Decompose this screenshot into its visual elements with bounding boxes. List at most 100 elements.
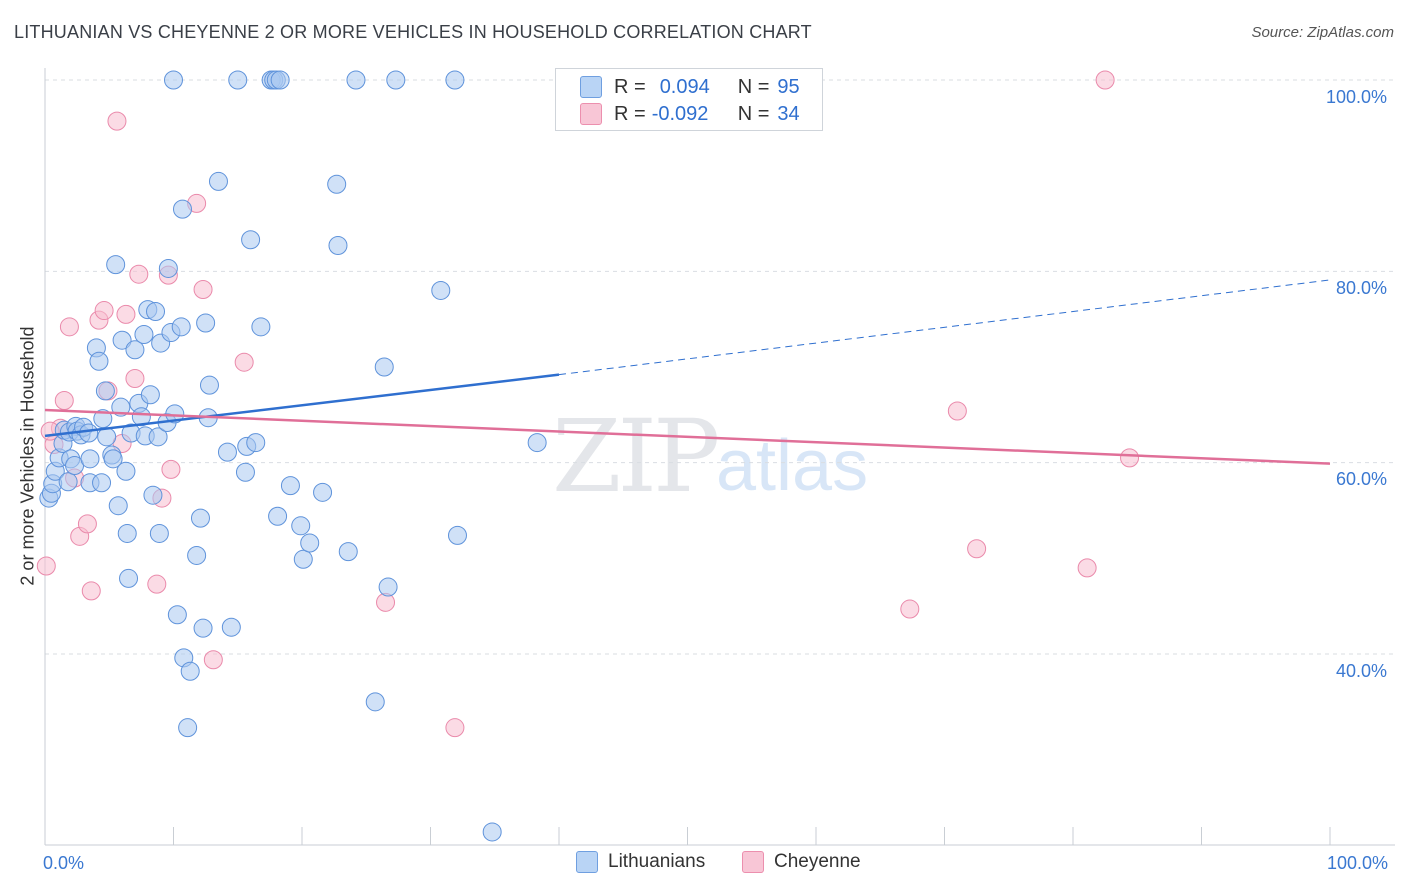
point-lithuanians [482,822,502,842]
point-lithuanians [58,472,78,492]
point-lithuanians [108,496,128,516]
point-cheyenne [900,599,920,619]
point-lithuanians [241,230,261,250]
point-cheyenne [203,650,223,670]
point-cheyenne [445,718,465,738]
point-lithuanians [167,605,187,625]
point-lithuanians [246,433,266,453]
point-lithuanians [178,718,198,738]
legend-r-label: R = [614,75,646,98]
point-lithuanians [111,397,131,417]
point-lithuanians [117,523,137,543]
point-cheyenne [125,368,145,388]
point-lithuanians [293,549,313,569]
point-lithuanians [80,449,100,469]
point-lithuanians [187,545,207,565]
point-lithuanians [171,317,191,337]
point-lithuanians [291,516,311,536]
y-tick-label-60: 60.0% [1336,469,1388,489]
legend-label-lithuanians: Lithuanians [608,851,706,872]
point-lithuanians [143,485,163,505]
point-lithuanians [112,330,132,350]
point-cheyenne [59,317,79,337]
trendline-cheyenne [44,408,1331,465]
point-cheyenne [54,390,74,410]
chart-title: LITHUANIAN VS CHEYENNE 2 OR MORE VEHICLE… [14,22,812,42]
point-lithuanians [196,313,216,333]
point-lithuanians [346,70,366,90]
point-cheyenne [947,401,967,421]
point-lithuanians [447,525,467,545]
point-lithuanians [327,174,347,194]
x-tick-label-max: 100.0% [1327,853,1389,873]
y-tick-label-100: 100.0% [1326,87,1388,107]
point-lithuanians [374,357,394,377]
point-lithuanians [134,324,154,344]
point-cheyenne [1120,448,1140,468]
point-lithuanians [208,171,228,191]
point-lithuanians [146,302,166,322]
legend-row-cheyenne: R = -0.092 N = 34 [580,101,800,127]
y-tick-label-80: 80.0% [1336,278,1388,298]
point-cheyenne [77,514,97,534]
point-lithuanians [158,258,178,278]
point-lithuanians [119,568,139,588]
point-lithuanians [300,533,320,553]
point-lithuanians [131,407,151,427]
point-lithuanians [268,506,288,526]
point-lithuanians [199,375,219,395]
point-lithuanians [445,70,465,90]
legend-n-value: 34 [777,102,800,125]
legend-r-label: R = [614,102,646,125]
point-lithuanians [228,70,248,90]
point-lithuanians [338,542,358,562]
trendline-lithuanians [44,373,560,438]
legend-swatch-blue [580,76,602,98]
trendline-lithuanians-projection [558,279,1331,376]
point-lithuanians [431,280,451,300]
point-cheyenne [234,352,254,372]
point-lithuanians [103,449,123,469]
point-cheyenne [107,111,127,131]
point-lithuanians [193,618,213,638]
point-lithuanians [313,482,333,502]
y-axis-label: 2 or more Vehicles in Household [17,326,38,586]
point-lithuanians [365,692,385,712]
source-label: Source: ZipAtlas.com [1251,24,1394,41]
legend-r-value: -0.092 [651,102,709,125]
legend-n-label: N = [737,102,770,125]
legend-n-value: 95 [777,75,800,98]
point-lithuanians [280,476,300,496]
point-lithuanians [180,661,200,681]
legend-swatch-blue [576,851,598,873]
point-lithuanians [79,423,99,443]
point-cheyenne [147,574,167,594]
point-lithuanians [149,523,169,543]
point-cheyenne [81,581,101,601]
point-lithuanians [89,351,109,371]
point-lithuanians [93,409,113,429]
point-cheyenne [161,459,181,479]
legend-label-cheyenne: Cheyenne [774,851,861,872]
point-lithuanians [217,442,237,462]
legend-row-lithuanians: R = 0.094 N = 95 [580,74,800,100]
legend-swatch-pink [742,851,764,873]
point-cheyenne [129,264,149,284]
point-cheyenne [1077,558,1097,578]
point-lithuanians [164,70,183,90]
point-lithuanians [270,70,290,90]
watermark-zip: ZIP [552,398,720,515]
point-lithuanians [116,461,136,481]
series-legend: Lithuanians Cheyenne [0,851,1406,877]
point-cheyenne [116,304,136,324]
x-tick-label-min: 0.0% [43,853,85,873]
legend-swatch-pink [580,103,602,125]
legend-item-cheyenne[interactable]: Cheyenne [742,851,861,873]
point-lithuanians [527,433,547,453]
point-lithuanians [92,473,112,493]
point-lithuanians [221,617,241,637]
point-lithuanians [125,340,145,360]
legend-item-lithuanians[interactable]: Lithuanians [576,851,705,873]
point-lithuanians [140,385,160,405]
